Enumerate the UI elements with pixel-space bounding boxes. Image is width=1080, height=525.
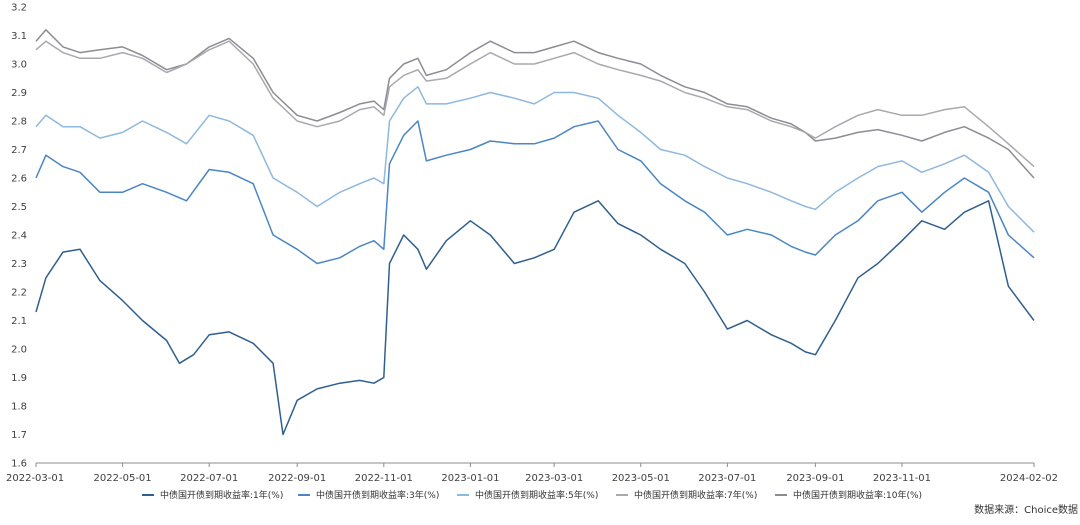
series-line bbox=[35, 29, 1035, 179]
x-tick-label: 2022-07-01 bbox=[180, 473, 238, 484]
y-tick-label: 2.8 bbox=[11, 117, 27, 128]
y-tick-label: 2.4 bbox=[11, 231, 27, 242]
series-line bbox=[35, 120, 1035, 265]
x-tick-label: 2024-02-02 bbox=[1000, 473, 1058, 484]
y-tick-label: 1.9 bbox=[11, 373, 27, 384]
y-tick-label: 2.3 bbox=[11, 259, 27, 270]
y-tick-label: 2.5 bbox=[11, 202, 27, 213]
x-tick-label: 2022-03-01 bbox=[6, 473, 64, 484]
y-tick-label: 2.7 bbox=[11, 145, 27, 156]
legend-item: 中债国开债到期收益率:7年(%) bbox=[616, 489, 757, 501]
legend-item: 中债国开债到期收益率:5年(%) bbox=[457, 489, 598, 501]
legend-item: 中债国开债到期收益率:1年(%) bbox=[142, 489, 283, 501]
x-tick-label: 2023-11-01 bbox=[873, 473, 931, 484]
series-line bbox=[35, 40, 1035, 168]
y-tick-label: 2.2 bbox=[11, 288, 27, 299]
y-tick-label: 1.7 bbox=[11, 430, 27, 441]
x-axis: 2022-03-01 2022-05-01 2022-07-01 2022-09-01… bbox=[6, 462, 1058, 484]
legend: 中债国开债到期收益率:1年(%) 中债国开债到期收益率:3年(%) 中债国开债到期收… bbox=[142, 489, 922, 501]
y-axis: 1.6 1.7 1.8 1.9 2.0 2.1 2.2 2.3 2.4 2.5 2.6 2.7 2.8 2… bbox=[11, 3, 27, 470]
legend-item: 中债国开债到期收益率:3年(%) bbox=[298, 489, 439, 501]
legend-label: 中债国开债到期收益率:5年(%) bbox=[475, 489, 598, 501]
x-tick-label: 2023-01-01 bbox=[441, 473, 499, 484]
legend-label: 中债国开债到期收益率:10年(%) bbox=[793, 489, 922, 501]
legend-item: 中债国开债到期收益率:10年(%) bbox=[775, 489, 922, 501]
x-tick-label: 2022-11-01 bbox=[355, 473, 413, 484]
y-tick-label: 1.6 bbox=[11, 459, 27, 470]
y-tick-label: 2.6 bbox=[11, 174, 27, 185]
y-tick-label: 2.9 bbox=[11, 88, 27, 99]
y-tick-label: 3.2 bbox=[11, 3, 27, 14]
y-tick-label: 2.0 bbox=[11, 345, 27, 356]
x-tick-label: 2022-05-01 bbox=[94, 473, 152, 484]
x-tick-label: 2023-09-01 bbox=[786, 473, 844, 484]
x-tick-label: 2023-05-01 bbox=[612, 473, 670, 484]
x-tick-label: 2023-03-01 bbox=[525, 473, 583, 484]
legend-label: 中债国开债到期收益率:7年(%) bbox=[634, 489, 757, 501]
plot-area bbox=[35, 29, 1035, 436]
x-tick-label: 2022-09-01 bbox=[268, 473, 326, 484]
data-source-note: 数据来源：Choice数据 bbox=[974, 503, 1078, 516]
y-tick-label: 2.1 bbox=[11, 316, 27, 327]
series-line bbox=[35, 86, 1035, 233]
y-tick-label: 3.1 bbox=[11, 31, 27, 42]
y-tick-label: 3.0 bbox=[11, 60, 27, 71]
series-line bbox=[35, 200, 1035, 436]
y-tick-label: 1.8 bbox=[11, 402, 27, 413]
legend-label: 中债国开债到期收益率:3年(%) bbox=[316, 489, 439, 501]
legend-label: 中债国开债到期收益率:1年(%) bbox=[160, 489, 283, 501]
x-tick-label: 2023-07-01 bbox=[698, 473, 756, 484]
